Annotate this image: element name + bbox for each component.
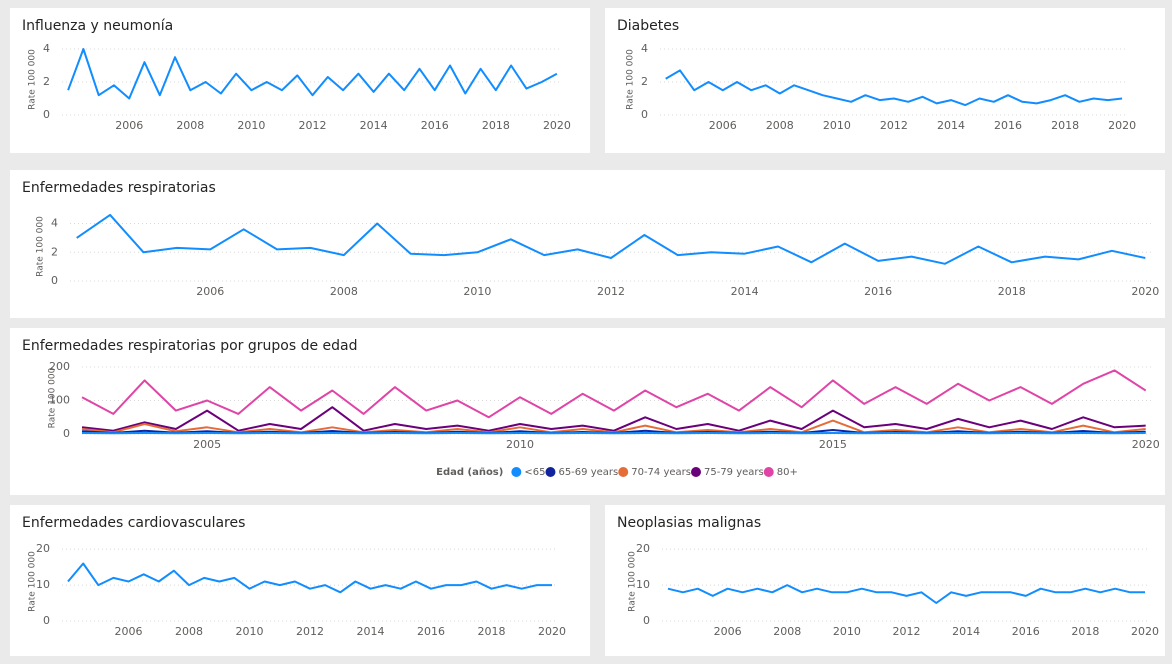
- y-tick-label: 100: [49, 394, 70, 407]
- x-tick-label: 2016: [864, 285, 892, 298]
- y-tick-label: 200: [49, 360, 70, 373]
- y-axis-label: Rate 100 000: [628, 551, 638, 612]
- legend-marker: [763, 467, 774, 477]
- x-tick-label: 2010: [237, 119, 265, 132]
- x-tick-label: 2018: [1071, 625, 1099, 638]
- x-tick-label: 2015: [819, 438, 847, 451]
- legend-label: 65-69 years: [558, 467, 618, 478]
- y-tick-label: 0: [43, 614, 50, 627]
- y-tick-label: 4: [43, 42, 50, 55]
- x-tick-label: 2012: [299, 119, 327, 132]
- x-tick-label: 2008: [773, 625, 801, 638]
- x-tick-label: 2016: [994, 119, 1022, 132]
- data-line: [667, 584, 1145, 604]
- data-line: [67, 48, 558, 100]
- x-tick-label: 2006: [115, 625, 143, 638]
- y-tick-label: 4: [641, 42, 648, 55]
- card: [10, 328, 1165, 495]
- card: [605, 505, 1165, 656]
- y-axis-label: Rate 100 000: [36, 216, 46, 277]
- x-tick-label: 2012: [597, 285, 625, 298]
- x-tick-label: 2008: [176, 119, 204, 132]
- data-line: [81, 369, 1147, 419]
- legend-marker: [618, 467, 629, 477]
- legend-marker: [511, 467, 522, 477]
- x-tick-label: 2014: [937, 119, 965, 132]
- x-tick-label: 2018: [998, 285, 1026, 298]
- x-tick-label: 2006: [196, 285, 224, 298]
- legend-title: Edad (años): [436, 467, 503, 478]
- x-tick-label: 2010: [506, 438, 534, 451]
- x-tick-label: 2014: [952, 625, 980, 638]
- data-line: [67, 562, 552, 594]
- x-tick-label: 2010: [236, 625, 264, 638]
- y-tick-label: 20: [36, 542, 50, 555]
- legend-label: 70-74 years: [631, 467, 691, 478]
- x-tick-label: 2018: [1051, 119, 1079, 132]
- data-line: [76, 213, 1146, 265]
- x-tick-label: 2018: [477, 625, 505, 638]
- y-axis-label: Rate 100 000: [28, 49, 38, 110]
- y-tick-label: 10: [36, 578, 50, 591]
- y-axis-label: Rate 100 000: [48, 367, 58, 428]
- y-tick-label: 2: [43, 75, 50, 88]
- y-axis-label: Rate 100 000: [626, 49, 636, 110]
- x-tick-label: 2014: [731, 285, 759, 298]
- x-tick-label: 2020: [1108, 119, 1136, 132]
- y-tick-label: 4: [51, 217, 58, 230]
- x-tick-label: 2020: [1131, 285, 1159, 298]
- x-tick-label: 2012: [296, 625, 324, 638]
- legend-label: 80+: [777, 467, 798, 478]
- x-tick-label: 2016: [417, 625, 445, 638]
- x-tick-label: 2012: [892, 625, 920, 638]
- x-tick-label: 2008: [766, 119, 794, 132]
- data-line: [81, 406, 1146, 432]
- y-tick-label: 2: [641, 75, 648, 88]
- y-axis-label: Rate 100 000: [28, 551, 38, 612]
- chart-title: Enfermedades respiratorias por grupos de…: [22, 338, 358, 354]
- x-tick-label: 2010: [823, 119, 851, 132]
- x-tick-label: 2020: [1131, 625, 1159, 638]
- y-tick-label: 2: [51, 245, 58, 258]
- legend-label: 75-79 years: [704, 467, 764, 478]
- x-tick-label: 2010: [833, 625, 861, 638]
- card: [10, 170, 1165, 318]
- chart-title: Enfermedades respiratorias: [22, 180, 216, 196]
- x-tick-label: 2020: [1132, 438, 1160, 451]
- y-tick-label: 0: [63, 427, 70, 440]
- chart-title: Enfermedades cardiovasculares: [22, 515, 245, 531]
- y-tick-label: 0: [641, 108, 648, 121]
- x-tick-label: 2012: [880, 119, 908, 132]
- legend-label: <65: [524, 467, 545, 478]
- x-tick-label: 2008: [330, 285, 358, 298]
- y-tick-label: 0: [51, 274, 58, 287]
- chart-title: Diabetes: [617, 18, 679, 34]
- x-tick-label: 2016: [1012, 625, 1040, 638]
- x-tick-label: 2006: [709, 119, 737, 132]
- y-tick-label: 0: [43, 108, 50, 121]
- x-tick-label: 2008: [175, 625, 203, 638]
- chart-title: Influenza y neumonía: [22, 18, 173, 34]
- x-tick-label: 2010: [463, 285, 491, 298]
- card: [605, 8, 1165, 153]
- x-tick-label: 2006: [115, 119, 143, 132]
- x-tick-label: 2020: [543, 119, 571, 132]
- x-tick-label: 2014: [360, 119, 388, 132]
- x-tick-label: 2005: [193, 438, 221, 451]
- chart-title: Neoplasias malignas: [617, 515, 761, 531]
- legend-marker: [690, 467, 701, 477]
- x-tick-label: 2020: [538, 625, 566, 638]
- legend-marker: [545, 467, 556, 477]
- y-tick-label: 0: [643, 614, 650, 627]
- data-line: [665, 69, 1123, 107]
- x-tick-label: 2006: [714, 625, 742, 638]
- y-tick-label: 10: [636, 578, 650, 591]
- y-tick-label: 20: [636, 542, 650, 555]
- x-tick-label: 2016: [421, 119, 449, 132]
- x-tick-label: 2018: [482, 119, 510, 132]
- x-tick-label: 2014: [357, 625, 385, 638]
